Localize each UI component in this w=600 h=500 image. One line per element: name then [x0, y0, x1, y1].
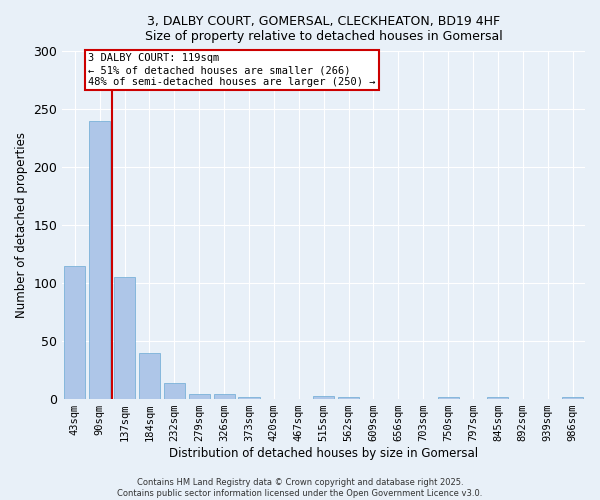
Y-axis label: Number of detached properties: Number of detached properties — [15, 132, 28, 318]
Bar — [89, 120, 110, 399]
Bar — [238, 397, 260, 399]
Bar — [64, 266, 85, 399]
Bar — [313, 396, 334, 399]
Bar — [164, 383, 185, 399]
X-axis label: Distribution of detached houses by size in Gomersal: Distribution of detached houses by size … — [169, 447, 478, 460]
Bar — [338, 397, 359, 399]
Bar — [487, 397, 508, 399]
Text: 3 DALBY COURT: 119sqm
← 51% of detached houses are smaller (266)
48% of semi-det: 3 DALBY COURT: 119sqm ← 51% of detached … — [88, 54, 376, 86]
Bar — [139, 352, 160, 399]
Title: 3, DALBY COURT, GOMERSAL, CLECKHEATON, BD19 4HF
Size of property relative to det: 3, DALBY COURT, GOMERSAL, CLECKHEATON, B… — [145, 15, 503, 43]
Bar — [114, 278, 135, 399]
Text: Contains HM Land Registry data © Crown copyright and database right 2025.
Contai: Contains HM Land Registry data © Crown c… — [118, 478, 482, 498]
Bar — [562, 397, 583, 399]
Bar — [437, 397, 458, 399]
Bar — [188, 394, 210, 399]
Bar — [214, 394, 235, 399]
